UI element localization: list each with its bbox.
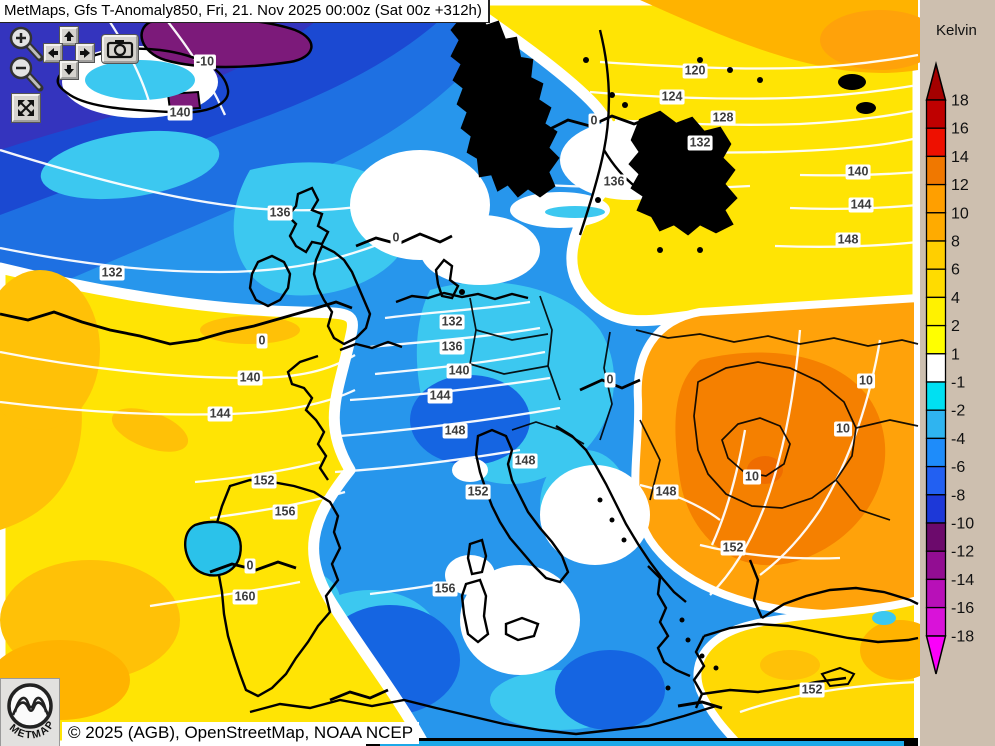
map-title: MetMaps, Gfs T-Anomaly850, Fri, 21. Nov … — [0, 0, 490, 23]
logo-wave-icon — [13, 696, 48, 713]
legend-color-box — [925, 550, 947, 581]
arrow-up-icon — [64, 31, 74, 41]
legend-tick-label: 12 — [951, 177, 969, 194]
arrow-right-icon — [80, 48, 90, 58]
magnifier-minus-icon — [9, 56, 44, 92]
legend-triangle-up — [925, 61, 947, 101]
weather-map[interactable] — [0, 0, 920, 746]
legend-tick-label: -12 — [951, 544, 974, 561]
legend-tick-label: 10 — [951, 205, 969, 222]
legend-tick-label: -14 — [951, 572, 974, 589]
camera-icon — [106, 40, 134, 59]
legend-tick-label: -18 — [951, 628, 974, 645]
legend-tick-label: -10 — [951, 516, 974, 533]
legend-color-box — [925, 324, 947, 355]
pan-right-button[interactable] — [76, 44, 94, 62]
legend-tick-label: -4 — [951, 431, 965, 448]
legend-tick-label: -1 — [951, 375, 965, 392]
legend-tick-label: 6 — [951, 262, 960, 279]
legend-color-box — [925, 353, 947, 383]
zoom-out-button[interactable] — [8, 55, 44, 98]
arrow-left-icon — [48, 48, 58, 58]
legend-color-box — [925, 183, 947, 214]
magnifier-plus-icon — [9, 26, 44, 62]
metmaps-logo[interactable]: METMAPS — [0, 670, 60, 746]
pan-up-button[interactable] — [60, 27, 78, 45]
legend-color-box — [925, 437, 947, 468]
logo-wave-icon — [11, 701, 50, 716]
pan-down-button[interactable] — [60, 61, 78, 79]
legend-tick-label: -16 — [951, 600, 974, 617]
legend-color-box — [925, 494, 947, 524]
legend-color-box — [925, 409, 947, 440]
fullscreen-button[interactable] — [12, 94, 40, 122]
legend-color-box — [925, 155, 947, 186]
legend-color-box — [925, 606, 947, 637]
legend-tick-label: -2 — [951, 403, 965, 420]
legend-boxes — [925, 99, 947, 637]
legend-labels: 18 16 14 12 10 8 6 4 2 1 -1 -2 -4 -6 -8 -10 -12 -14 -16 -18 — [951, 93, 974, 646]
legend-tick-label: -6 — [951, 459, 965, 476]
legend-title: Kelvin — [936, 22, 977, 39]
legend-tick-label: 14 — [951, 149, 969, 166]
copyright: © 2025 (AGB), OpenStreetMap, NOAA NCEP — [62, 722, 420, 744]
expand-arrows-icon — [18, 100, 34, 116]
legend-color-box — [925, 127, 947, 158]
legend-color-box — [925, 240, 947, 270]
legend-tick-label: 2 — [951, 318, 960, 335]
legend-color-box — [925, 268, 947, 299]
legend-color-box — [925, 99, 947, 129]
legend-color-box — [925, 522, 947, 552]
legend-color-box — [925, 212, 947, 242]
pan-left-button[interactable] — [44, 44, 62, 62]
arrow-down-icon — [64, 65, 74, 75]
legend-color-box — [925, 296, 947, 327]
legend-color-box — [925, 381, 947, 411]
legend-scale: 18 16 14 12 10 8 6 4 2 1 -1 -2 -4 -6 -8 -10 -12 -14 -16 -18 — [925, 61, 974, 675]
zoom-in-button[interactable] — [8, 25, 44, 68]
legend-tick-label: 1 — [951, 346, 960, 363]
legend-tick-label: 8 — [951, 234, 960, 251]
legend-tick-label: 4 — [951, 290, 960, 307]
legend-color-box — [925, 465, 947, 496]
legend-tick-label: 16 — [951, 121, 969, 138]
legend-tick-label: 18 — [951, 93, 969, 110]
legend-tick-label: -8 — [951, 487, 965, 504]
legend-triangle-down — [925, 635, 947, 675]
legend-color-box — [925, 578, 947, 609]
camera-button[interactable] — [102, 35, 138, 63]
